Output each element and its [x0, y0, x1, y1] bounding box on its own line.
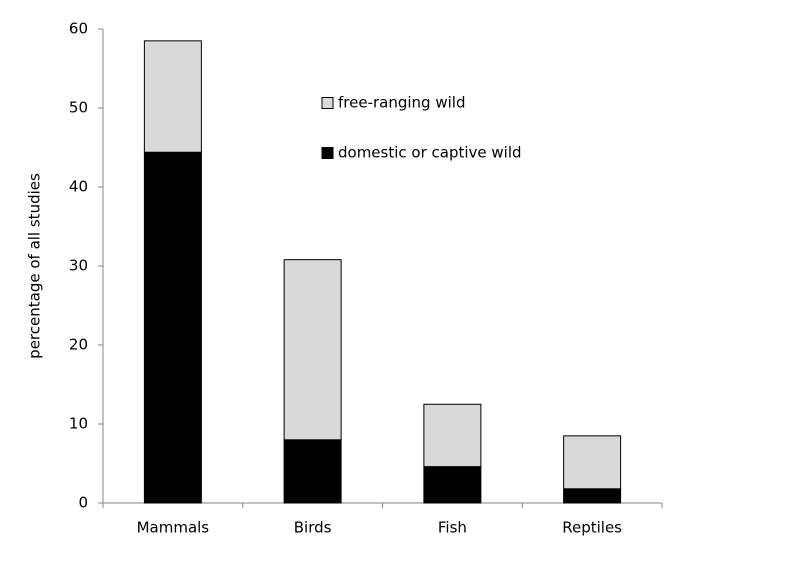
legend-swatch — [321, 147, 334, 159]
x-tick-label: Reptiles — [562, 519, 622, 537]
y-axis-label: percentage of all studies — [26, 173, 44, 359]
bar-segment — [563, 488, 622, 504]
bar-segment — [283, 259, 342, 441]
y-tick-label: 0 — [78, 494, 88, 512]
bar-segment — [143, 151, 202, 504]
y-tick-label: 30 — [69, 257, 88, 275]
x-tick-label: Mammals — [137, 519, 210, 537]
legend-label: free-ranging wild — [338, 94, 465, 112]
y-tick-label: 20 — [69, 336, 88, 354]
bar-segment — [563, 435, 622, 490]
y-tick-label: 50 — [69, 99, 88, 117]
bar-segment — [283, 439, 342, 504]
y-tick-label: 60 — [69, 20, 88, 38]
bar-segment — [143, 40, 202, 153]
y-tick-label: 40 — [69, 178, 88, 196]
bar-segment — [423, 403, 482, 468]
legend-label: domestic or captive wild — [338, 144, 522, 162]
x-tick-label: Birds — [294, 519, 332, 537]
legend-swatch — [321, 97, 334, 109]
x-tick-label: Fish — [438, 519, 467, 537]
y-tick-label: 10 — [69, 415, 88, 433]
bar-segment — [423, 466, 482, 504]
